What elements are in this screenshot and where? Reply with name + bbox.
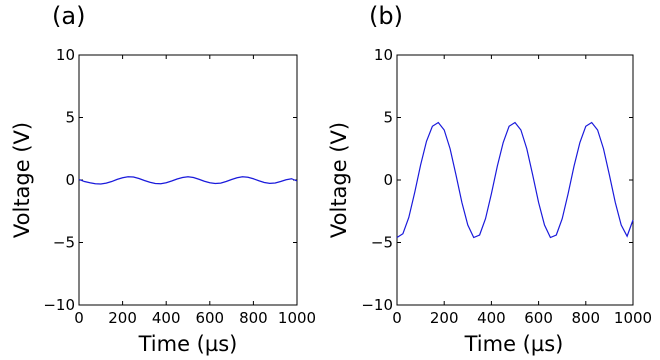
plot-frame-a [78,54,298,306]
x-tick-label-a-1: 200 [108,309,137,327]
x-tick-label-a-2: 400 [152,309,181,327]
y-axis-label-a: Voltage (V) [10,122,34,238]
y-tick-label-b-0: −10 [361,296,393,314]
chart-panel-b: (b) Voltage (V) Time (µs) 0 200 400 600 800 1… [327,2,652,356]
x-tick-label-a-4: 800 [239,309,268,327]
plot-frame-b [396,54,634,306]
y-tick-label-b-4: 10 [374,46,393,64]
series-line-a [78,176,298,185]
series-line-b [396,121,634,239]
x-tick-label-b-2: 400 [477,309,506,327]
y-tick-label-b-3: 5 [383,109,393,127]
x-axis-label-b: Time (µs) [464,332,564,356]
x-tick-label-a-0: 0 [74,309,84,327]
y-tick-label-b-2: 0 [383,171,393,189]
y-tick-label-a-4: 10 [56,46,75,64]
x-tick-label-b-4: 800 [571,309,600,327]
x-axis-label-a: Time (µs) [138,332,238,356]
x-tick-label-a-3: 600 [195,309,224,327]
x-tick-label-b-5: 1000 [614,309,652,327]
y-tick-label-a-0: −10 [43,296,75,314]
ticks-b: 0 200 400 600 800 1000 −10 −5 0 5 10 [361,46,652,327]
y-tick-label-a-3: 5 [65,109,75,127]
x-tick-label-b-1: 200 [430,309,459,327]
y-tick-label-b-1: −5 [371,234,393,252]
y-tick-label-a-2: 0 [65,171,75,189]
y-axis-label-b: Voltage (V) [327,122,351,238]
y-tick-label-a-1: −5 [53,234,75,252]
x-tick-label-b-0: 0 [392,309,402,327]
x-tick-label-b-3: 600 [524,309,553,327]
x-tick-label-a-5: 1000 [278,309,316,327]
chart-panel-a: (a) Voltage (V) Time (µs) 0 200 400 600 800 1… [10,2,316,356]
panel-label-b: (b) [369,2,403,30]
ticks-a: 0 200 400 600 800 1000 −10 −5 0 5 10 [43,46,316,327]
panel-label-a: (a) [52,2,85,30]
